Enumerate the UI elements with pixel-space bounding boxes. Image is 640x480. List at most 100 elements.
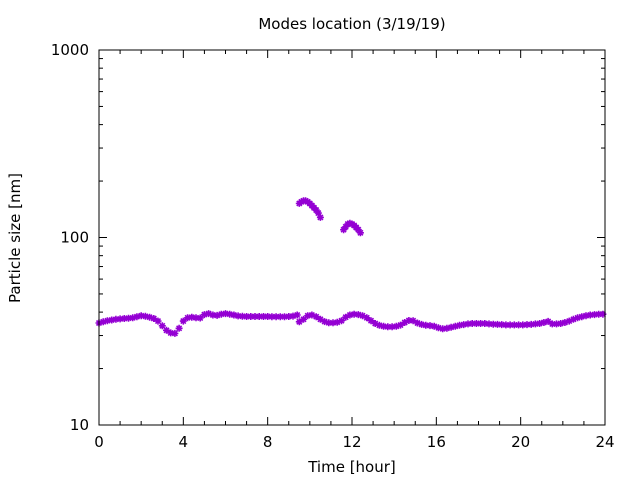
data-point <box>523 321 531 329</box>
data-point <box>356 229 364 237</box>
data-point <box>321 318 329 326</box>
data-point <box>494 320 501 328</box>
data-point <box>154 317 162 325</box>
data-point <box>217 310 225 318</box>
data-point <box>439 325 447 333</box>
data-point <box>443 324 451 332</box>
data-point <box>447 323 455 331</box>
data-point <box>375 321 383 329</box>
data-point <box>548 320 556 328</box>
data-point <box>506 321 514 329</box>
data-point <box>586 311 594 319</box>
data-point <box>354 226 362 234</box>
data-point <box>519 321 527 329</box>
x-tick-label: 24 <box>595 433 614 451</box>
x-tick-label: 8 <box>263 433 273 451</box>
data-point <box>116 315 124 323</box>
x-tick-label: 16 <box>427 433 446 451</box>
axis-tick-labels: 0 4 8 12 16 20 24 10 100 1000 <box>51 41 615 451</box>
data-point <box>289 312 297 320</box>
data-point <box>515 321 523 329</box>
data-point <box>371 320 379 327</box>
data-point <box>464 320 472 328</box>
data-point <box>295 318 303 326</box>
data-point <box>502 321 510 329</box>
data-point <box>129 314 137 322</box>
data-point <box>544 317 552 325</box>
data-point <box>325 319 333 327</box>
data-point <box>477 320 485 327</box>
data-point <box>468 320 476 327</box>
data-point <box>146 313 154 321</box>
data-point <box>392 322 400 330</box>
data-point <box>363 314 371 322</box>
data-point <box>540 319 548 326</box>
y-tick-label: 1000 <box>51 41 89 59</box>
data-point <box>158 322 166 330</box>
data-point <box>99 318 107 326</box>
data-point <box>426 322 434 330</box>
data-point <box>304 312 312 320</box>
data-point <box>388 323 396 331</box>
data-point <box>582 312 590 320</box>
data-point <box>276 313 284 321</box>
data-point <box>481 320 489 327</box>
data-point <box>222 310 229 318</box>
data-point <box>591 311 598 319</box>
data-point <box>569 315 577 323</box>
data-point <box>209 311 217 319</box>
x-tick-label: 0 <box>94 433 104 451</box>
data-point <box>167 329 175 337</box>
data-point <box>401 319 409 326</box>
y-tick-label: 10 <box>70 416 89 434</box>
data-point <box>350 310 358 318</box>
data-point <box>553 320 560 328</box>
data-point <box>599 310 607 318</box>
data-point <box>498 321 506 329</box>
data-point <box>312 313 320 321</box>
data-point <box>179 317 187 325</box>
data-point <box>171 329 179 337</box>
x-axis-label: Time [hour] <box>307 458 396 476</box>
data-point <box>485 320 493 328</box>
data-point <box>531 320 539 328</box>
data-point <box>451 322 459 330</box>
data-point <box>536 320 544 327</box>
data-point <box>125 314 132 322</box>
data-point <box>230 311 238 319</box>
y-axis-label: Particle size [nm] <box>6 173 24 303</box>
data-point <box>141 312 149 320</box>
data-point <box>234 312 242 320</box>
data-point <box>251 313 259 320</box>
data-point <box>557 320 565 327</box>
data-point <box>430 322 438 330</box>
data-point <box>300 315 307 323</box>
data-point <box>192 314 200 322</box>
data-point <box>200 311 208 319</box>
data-point <box>354 311 362 319</box>
data-point <box>196 314 204 322</box>
x-tick-label: 4 <box>179 433 189 451</box>
data-point <box>103 317 111 325</box>
data-point <box>380 322 388 330</box>
data-point <box>418 320 426 328</box>
data-point <box>213 311 221 319</box>
data-point <box>272 313 280 321</box>
data-point <box>510 321 518 329</box>
data-point <box>163 326 170 334</box>
data-point <box>314 209 322 217</box>
data-point <box>108 316 116 324</box>
data-point <box>359 312 366 320</box>
data-point <box>413 319 421 327</box>
chart-title: Modes location (3/19/19) <box>258 15 445 33</box>
data-point <box>184 314 192 322</box>
data-point <box>226 310 234 318</box>
data-point <box>255 313 263 320</box>
data-point <box>316 213 324 221</box>
data-point <box>434 324 442 332</box>
y-tick-label: 100 <box>60 229 89 247</box>
data-point <box>456 321 463 329</box>
data-point <box>137 312 145 320</box>
data-points <box>95 197 607 337</box>
